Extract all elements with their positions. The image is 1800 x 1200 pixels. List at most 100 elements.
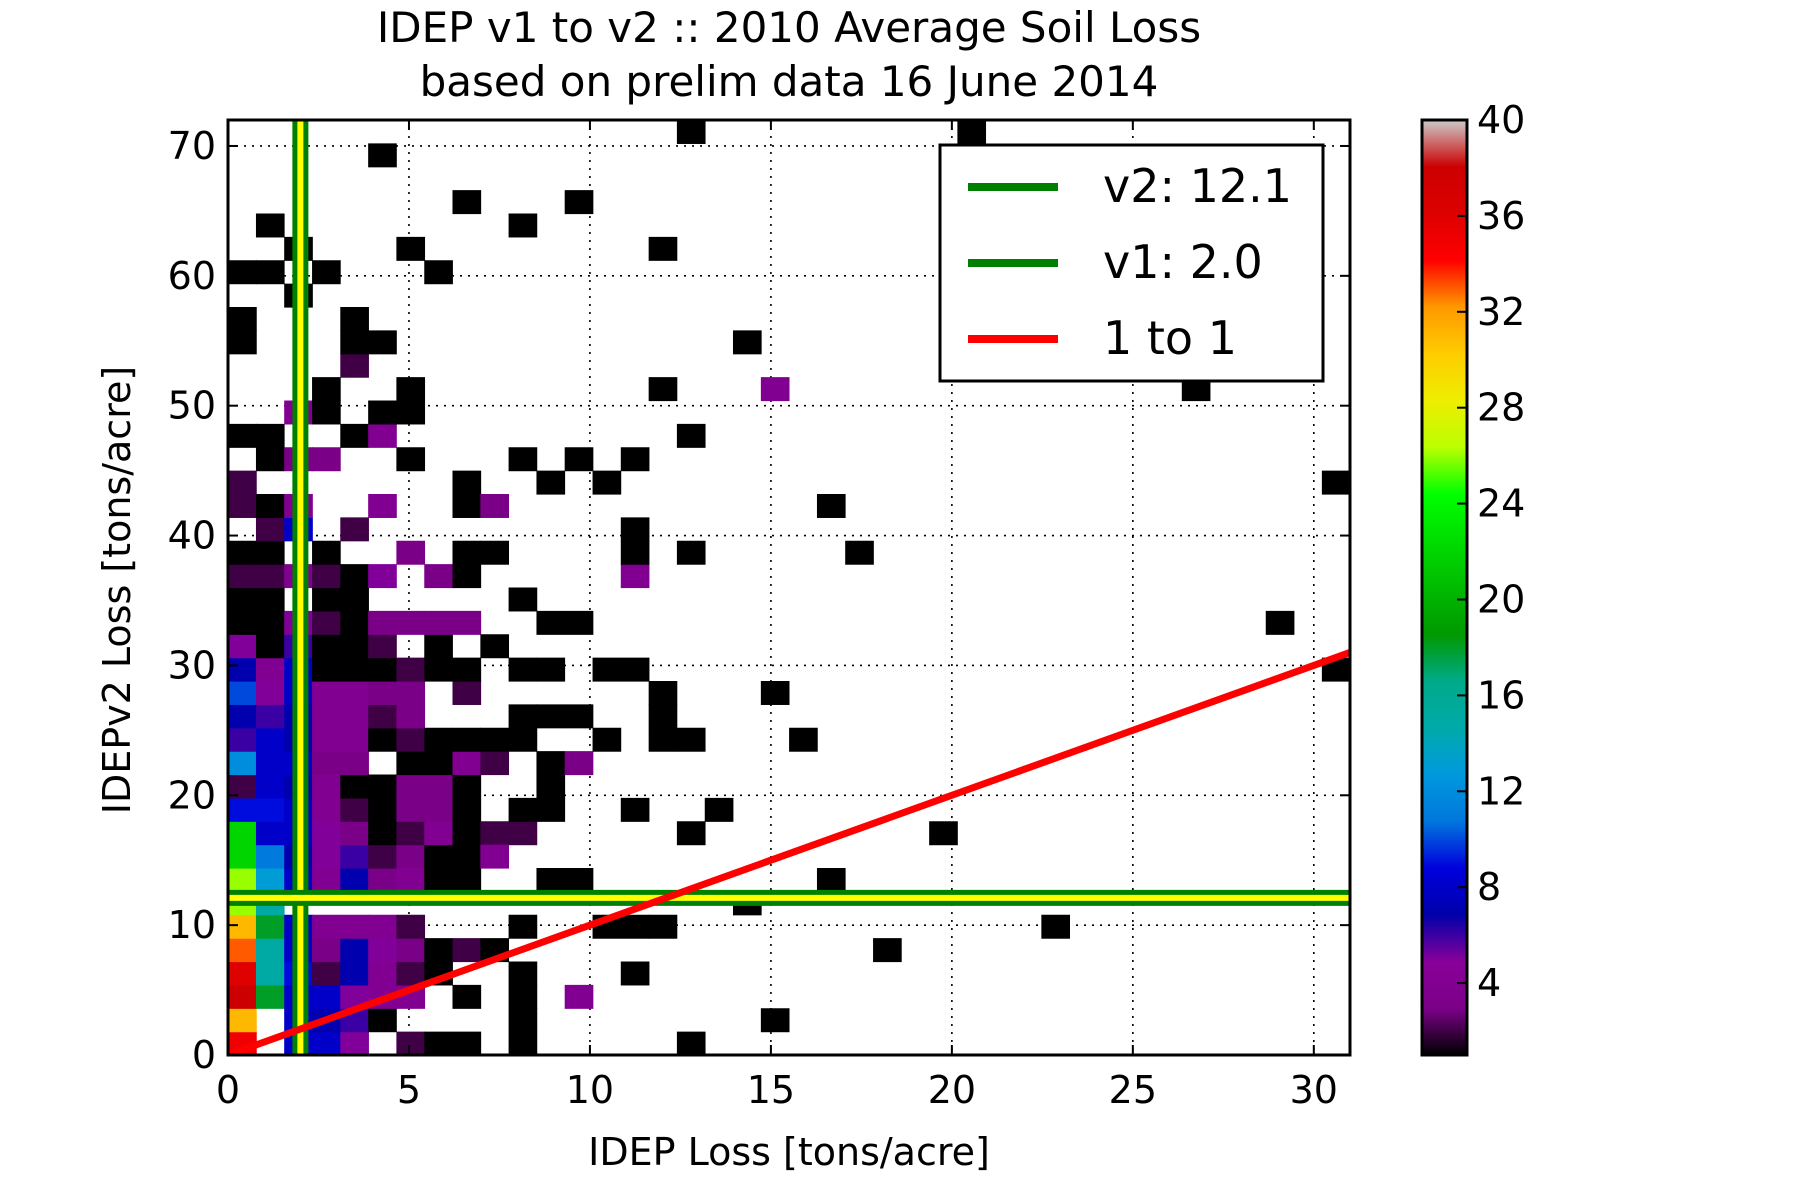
heatmap-cell [452,868,482,892]
heatmap-cell [452,190,482,215]
heatmap-cell [452,844,482,869]
heatmap-cell [620,657,650,682]
heatmap-cell [648,727,678,752]
heatmap-cell [957,120,987,144]
heatmap-cell [424,260,453,285]
heatmap-cell [228,260,257,285]
heatmap-cell [368,423,397,448]
heatmap-cell [255,868,285,892]
heatmap-cell [340,330,369,355]
heatmap-cell [228,330,257,355]
heatmap-cell [760,377,790,402]
heatmap-cell [424,844,453,869]
heatmap-cell [340,517,369,542]
heatmap-cell [228,587,257,612]
heatmap-cell [536,868,566,892]
y-tick-label: 30 [168,643,216,687]
heatmap-cell [255,704,285,729]
heatmap-cell [508,1008,538,1033]
heatmap-cell [424,610,453,635]
one-to-one-line [228,649,1350,1055]
heatmap-cell [452,494,482,518]
heatmap-cell [368,657,397,682]
heatmap-cell [312,751,341,776]
heatmap-cell [564,704,594,729]
heatmap-cell [452,681,482,705]
colorbar-tick-label: 20 [1477,577,1525,621]
heatmap-cell [340,938,369,963]
heatmap-cell [480,821,510,846]
heatmap-cell [424,727,453,752]
heatmap-cell [508,821,538,846]
heatmap-cell [508,704,538,729]
heatmap-cell [368,821,397,846]
heatmap-cell [312,587,341,612]
heatmap-cell [424,797,453,822]
heatmap-cell [340,657,369,682]
heatmap-cell [396,844,426,869]
x-tick-label: 25 [1109,1068,1157,1112]
heatmap-cell [228,821,257,846]
heatmap-cell [480,727,510,752]
heatmap-cell [228,868,257,892]
heatmap-cell [312,727,341,752]
heatmap-cell [255,540,285,565]
heatmap-cell [228,797,257,822]
chart-subtitle: based on prelim data 16 June 2014 [420,57,1159,106]
heatmap-cell [340,587,369,612]
heatmap-cell [704,797,734,822]
heatmap-cell [368,330,397,355]
heatmap-cell [508,984,538,1009]
heatmap-cell [340,914,369,939]
heatmap-cell [368,844,397,869]
heatmap-cell [508,914,538,939]
y-tick-label: 0 [192,1033,216,1077]
heatmap-cell [228,564,257,589]
heatmap-cell [424,1031,453,1055]
heatmap-cell [816,868,846,892]
heatmap-cell [255,681,285,705]
heatmap-cell [620,540,650,565]
heatmap-cell [312,984,341,1009]
heatmap-cell [564,190,594,215]
colorbar-gradient [1420,118,1469,1057]
x-tick-label: 5 [397,1068,421,1112]
colorbar-tick-label: 28 [1477,386,1525,430]
heatmap-cell [228,470,257,495]
heatmap-cell [255,517,285,542]
heatmap-cell [228,610,257,635]
heatmap-cell [452,657,482,682]
y-axis-label: IDEPv2 Loss [tons/acre] [95,366,139,814]
heatmap-cell [452,751,482,776]
heatmap-cell [396,657,426,682]
colorbar-tick-label: 4 [1477,961,1501,1005]
x-tick-label: 0 [216,1068,240,1112]
heatmap-cell [312,774,341,799]
heatmap-cell [228,494,257,518]
heatmap-cell [480,540,510,565]
heatmap-cell [340,681,369,705]
y-tick-label: 10 [168,903,216,947]
heatmap-cell [452,821,482,846]
heatmap-cell [508,657,538,682]
heatmap-cell [340,704,369,729]
heatmap-cell [396,727,426,752]
heatmap-cell [228,961,257,986]
heatmap-cell [340,423,369,448]
heatmap-cell [452,774,482,799]
heatmap-cell [620,961,650,986]
y-tick-label: 20 [168,773,216,817]
heatmap-cell [508,961,538,986]
heatmap-cell [536,704,566,729]
heatmap-cell [480,751,510,776]
heatmap-cell [873,938,902,963]
heatmap-cell [676,540,706,565]
x-tick-label: 15 [747,1068,795,1112]
heatmap-cell [396,938,426,963]
heatmap-cell [255,447,285,472]
heatmap-cell [396,868,426,892]
heatmap-cell [564,984,594,1009]
heatmap-cell [255,797,285,822]
heatmap-cell [508,587,538,612]
heatmap-cell [648,236,678,261]
